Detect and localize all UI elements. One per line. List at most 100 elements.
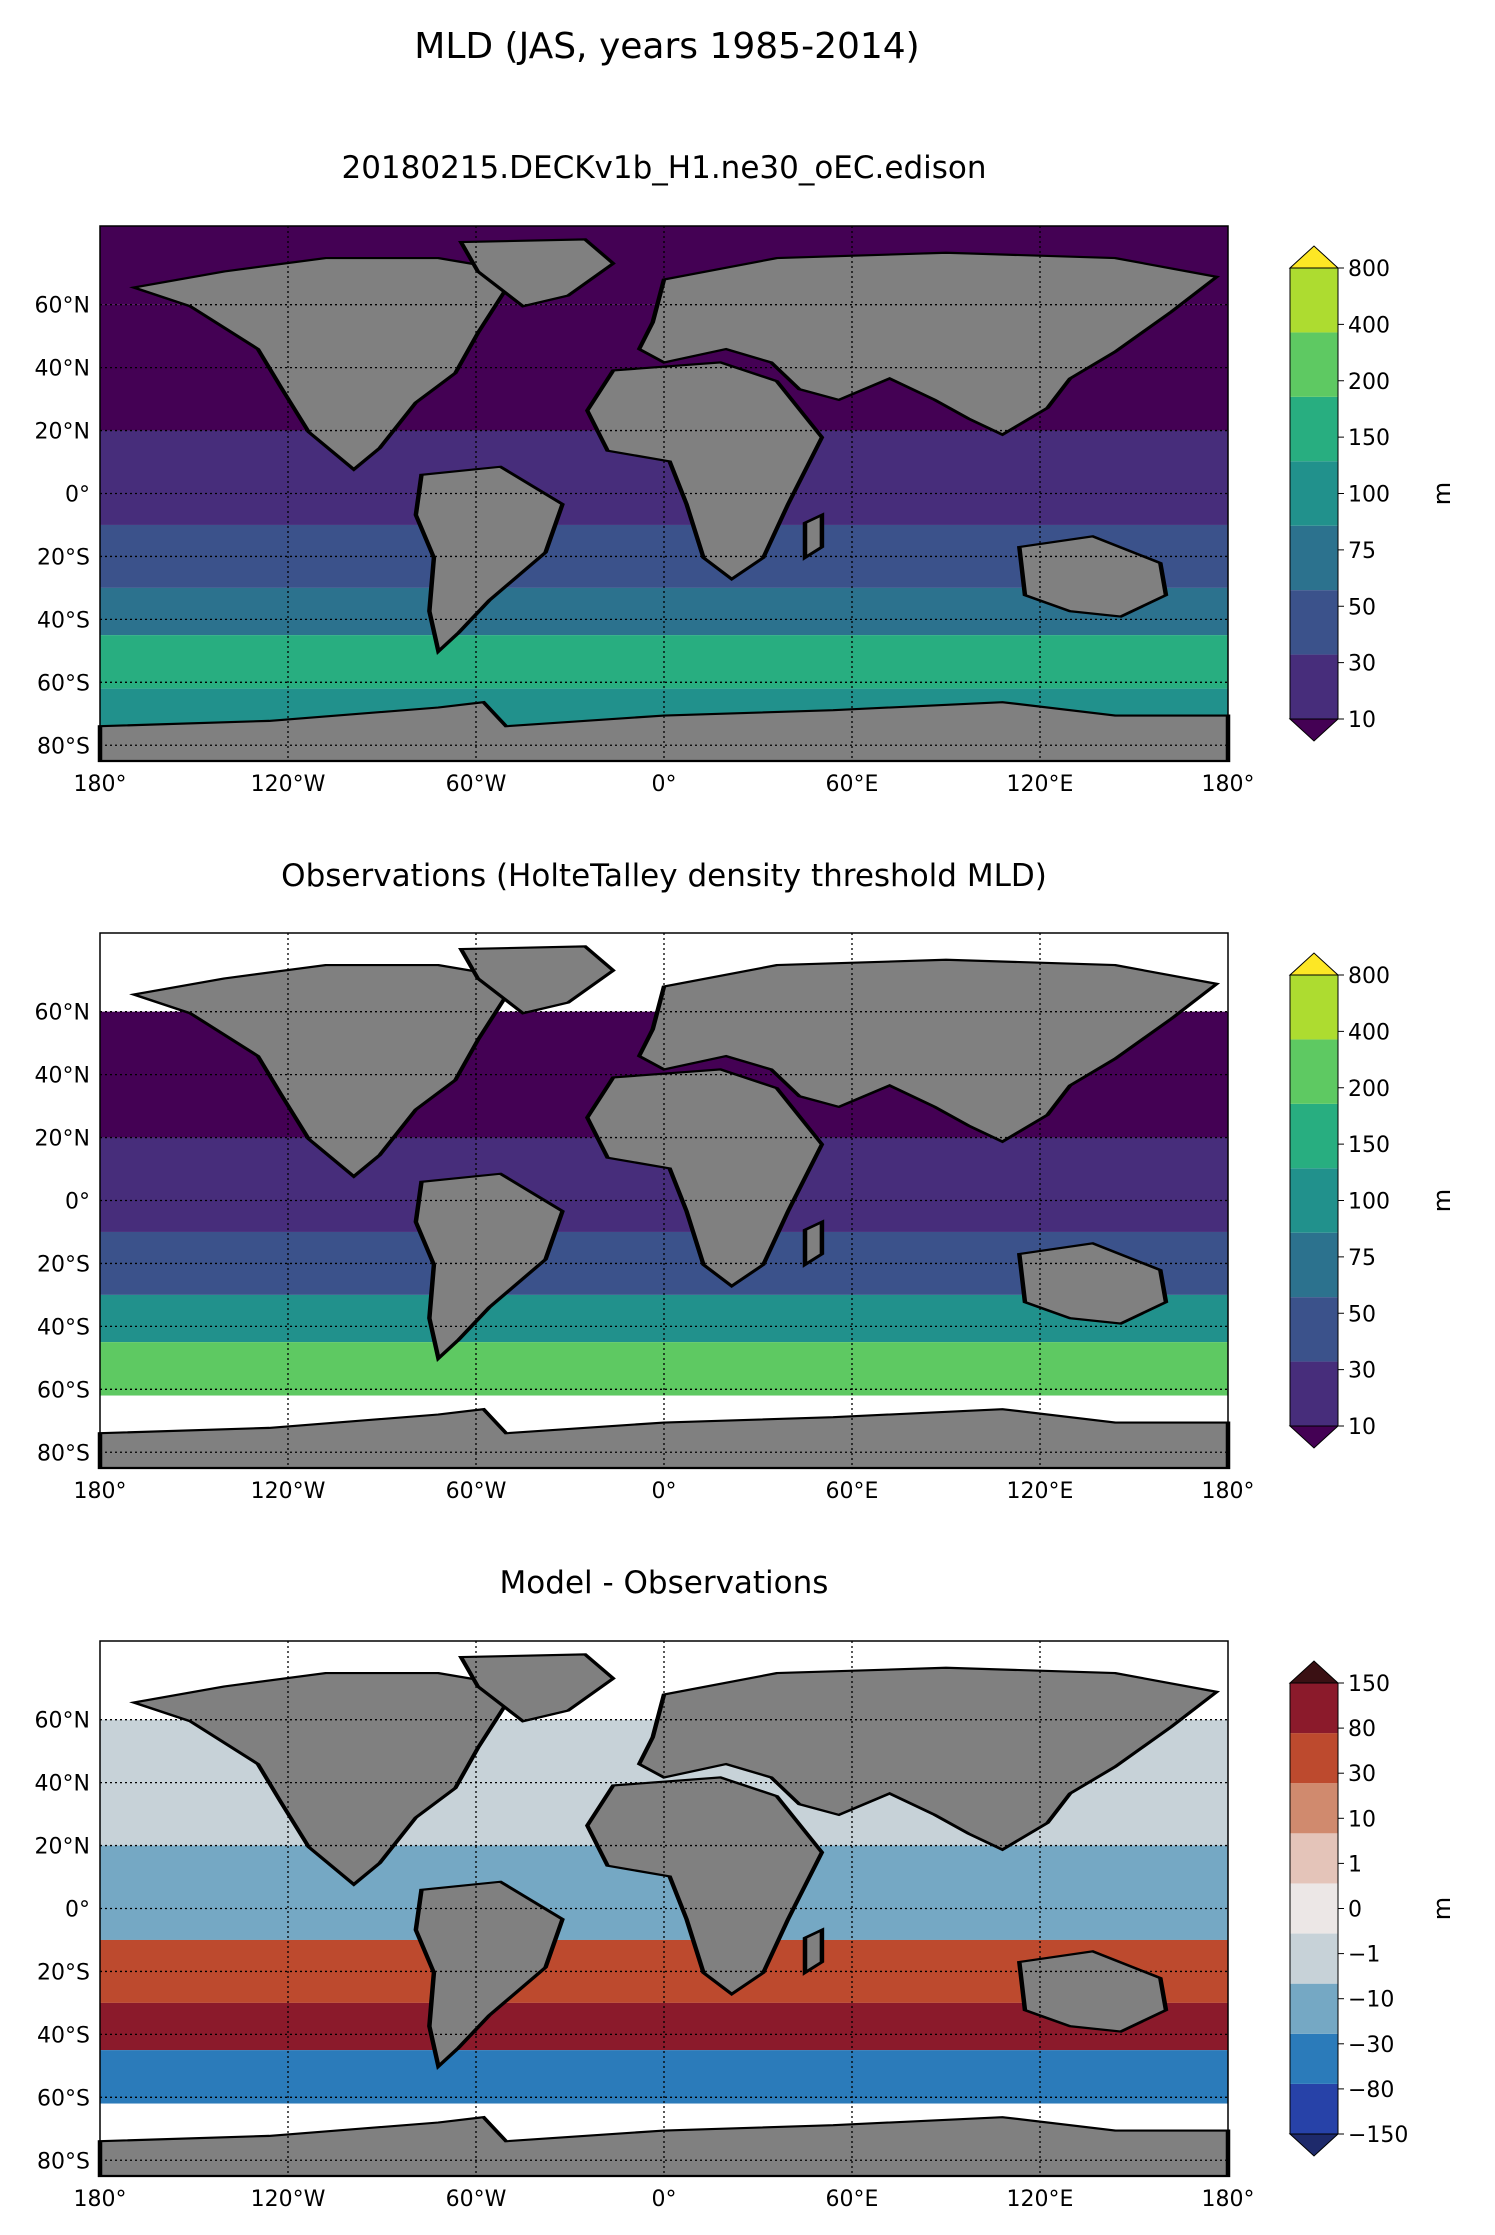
colorbar-tick-label: 75 — [1348, 539, 1376, 564]
y-tick-label: 60°S — [37, 671, 90, 696]
map-panel-3: Model - Observations 180° 120°W 60°W 0° 60°E 1… — [35, 1565, 1456, 2212]
colorbar-tick-label: −80 — [1348, 2078, 1394, 2103]
y-tick-label: 20°S — [37, 545, 90, 570]
map-panel-1: 20180215.DECKv1b_H1.ne30_oEC.edison 180° 1… — [35, 150, 1456, 797]
y-tick-label: 60°S — [37, 1378, 90, 1403]
y-tick-label: 80°S — [37, 1441, 90, 1466]
colorbar-extend-max — [1288, 1660, 1340, 1684]
colorbar-tick-label: 50 — [1348, 595, 1376, 620]
colorbar-segment — [1290, 1733, 1338, 1784]
colorbar-tick-label: 30 — [1348, 1359, 1376, 1384]
colorbar-tick-label: 1 — [1348, 1852, 1362, 1877]
y-tick-label: 40°S — [37, 2023, 90, 2048]
y-tick-label: 40°S — [37, 1315, 90, 1340]
y-tick-label: 20°N — [35, 1835, 90, 1860]
y-tick-label: 40°N — [35, 1064, 90, 1089]
y-tick-label: 60°N — [35, 294, 90, 319]
colorbar-tick-label: −1 — [1348, 1943, 1380, 1968]
x-tick-label: 60°W — [446, 2187, 507, 2212]
x-tick-label: 60°W — [446, 772, 507, 797]
x-tick-label: 180° — [1202, 772, 1255, 797]
colorbar-tick-label: 75 — [1348, 1246, 1376, 1271]
y-tick-label: 40°N — [35, 1772, 90, 1797]
colorbar-extend-max — [1288, 952, 1340, 976]
gridlines — [100, 933, 1228, 1468]
colorbar-segment — [1290, 1103, 1338, 1169]
y-tick-label: 80°S — [37, 2149, 90, 2174]
colorbar-segment — [1290, 332, 1338, 397]
x-tick-label: 180° — [74, 772, 127, 797]
x-tick-label: 180° — [1202, 2187, 1255, 2212]
colorbar-label: m — [1428, 1189, 1456, 1212]
colorbar-extend-min — [1288, 2133, 1340, 2157]
colorbar-extend-max — [1288, 245, 1340, 269]
y-tick-label: 0° — [65, 1898, 90, 1923]
x-tick-label: 0° — [652, 1479, 677, 1504]
panel-title: Model - Observations — [500, 1565, 829, 1601]
colorbar-tick-label: 200 — [1348, 1077, 1390, 1102]
colorbar-tick-label: 800 — [1348, 964, 1390, 989]
colorbar-tick-label: 10 — [1348, 1415, 1376, 1440]
colorbar-segment — [1290, 1361, 1338, 1426]
colorbar-tick-label: 400 — [1348, 1020, 1390, 1045]
y-tick-label: 0° — [65, 483, 90, 508]
y-tick-label: 60°N — [35, 1709, 90, 1734]
colorbar-segment — [1290, 1168, 1338, 1233]
colorbar-segment — [1290, 1232, 1338, 1298]
colorbar-segment — [1290, 268, 1338, 333]
y-tick-label: 60°S — [37, 2086, 90, 2111]
y-tick-label: 60°N — [35, 1001, 90, 1026]
axes-frame — [99, 225, 1229, 762]
x-tick-label: 120°W — [251, 1479, 326, 1504]
colorbar-segment — [1290, 1933, 1338, 1984]
colorbar-tick-label: −150 — [1348, 2123, 1408, 2148]
colorbar-tick-label: 100 — [1348, 483, 1390, 508]
y-tick-label: 20°S — [37, 1960, 90, 1985]
colorbar-tick-label: −10 — [1348, 1988, 1394, 2013]
y-tick-label: 20°N — [35, 420, 90, 445]
colorbar-label: m — [1428, 1897, 1456, 1920]
colorbar-tick-label: 30 — [1348, 1762, 1376, 1787]
colorbar-tick-label: 50 — [1348, 1302, 1376, 1327]
colorbar-tick-label: 100 — [1348, 1190, 1390, 1215]
x-tick-label: 180° — [1202, 1479, 1255, 1504]
colorbar-extend-min — [1288, 1425, 1340, 1449]
axes-frame — [99, 932, 1229, 1469]
colorbar-segment — [1290, 1783, 1338, 1834]
colorbar-segment — [1290, 2033, 1338, 2084]
colorbar-tick-label: 150 — [1348, 1672, 1390, 1697]
x-tick-label: 60°E — [826, 2187, 879, 2212]
x-tick-label: 60°E — [826, 1479, 879, 1504]
colorbar-tick-label: 10 — [1348, 708, 1376, 733]
colorbar-tick-label: 30 — [1348, 652, 1376, 677]
colorbar-tick-label: 10 — [1348, 1807, 1376, 1832]
axes-frame — [99, 1640, 1229, 2177]
colorbar-segment — [1290, 1297, 1338, 1362]
y-tick-label: 0° — [65, 1190, 90, 1215]
gridlines — [100, 226, 1228, 761]
x-tick-label: 0° — [652, 772, 677, 797]
panel-title: Observations (HolteTalley density thresh… — [281, 858, 1047, 894]
colorbar-segment — [1290, 461, 1338, 526]
x-tick-label: 0° — [652, 2187, 677, 2212]
y-tick-label: 20°S — [37, 1252, 90, 1277]
y-tick-label: 20°N — [35, 1127, 90, 1152]
x-tick-label: 180° — [74, 2187, 127, 2212]
x-tick-label: 180° — [74, 1479, 127, 1504]
colorbar-segment — [1290, 525, 1338, 591]
colorbar-tick-label: 800 — [1348, 257, 1390, 282]
colorbar-segment — [1290, 1039, 1338, 1104]
panel-title: 20180215.DECKv1b_H1.ne30_oEC.edison — [341, 150, 986, 186]
colorbar-tick-label: 150 — [1348, 1133, 1390, 1158]
colorbar-segment — [1290, 654, 1338, 719]
colorbar: 10 30 50 75 100 150 200 400 800 m — [1288, 952, 1456, 1449]
x-tick-label: 60°W — [446, 1479, 507, 1504]
colorbar-tick-label: 200 — [1348, 370, 1390, 395]
colorbar-segment — [1290, 2083, 1338, 2134]
x-tick-label: 120°E — [1007, 1479, 1074, 1504]
colorbar-tick-label: 150 — [1348, 426, 1390, 451]
gridlines — [100, 1641, 1228, 2176]
colorbar-tick-label: −30 — [1348, 2033, 1394, 2058]
